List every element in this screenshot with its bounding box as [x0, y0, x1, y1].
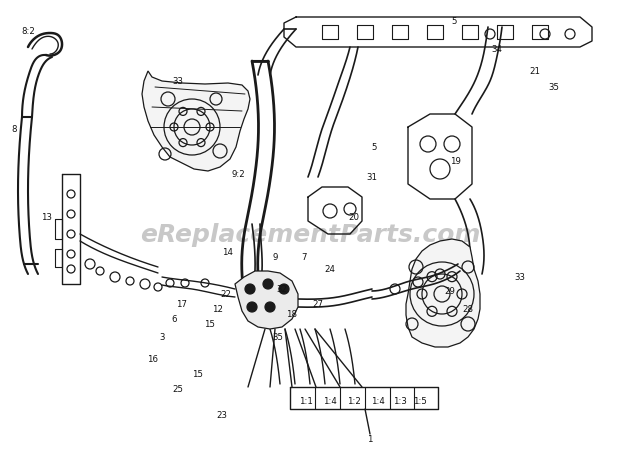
- Text: 1:2: 1:2: [347, 396, 361, 405]
- Text: 23: 23: [216, 410, 228, 419]
- Text: 35: 35: [549, 83, 559, 92]
- Text: 33: 33: [172, 77, 184, 86]
- Text: 33: 33: [515, 273, 526, 282]
- Circle shape: [263, 279, 273, 290]
- Text: 15: 15: [205, 320, 216, 329]
- Text: 1:4: 1:4: [371, 396, 385, 405]
- Text: 13: 13: [42, 213, 53, 222]
- Circle shape: [265, 302, 275, 312]
- Text: 18: 18: [286, 310, 298, 319]
- Text: 7: 7: [301, 253, 307, 262]
- Text: 19: 19: [450, 157, 461, 166]
- Polygon shape: [406, 239, 480, 347]
- Text: eReplacementParts.com: eReplacementParts.com: [140, 222, 480, 247]
- Polygon shape: [142, 72, 250, 172]
- Text: 9:2: 9:2: [231, 170, 245, 179]
- Polygon shape: [235, 272, 298, 329]
- Text: 20: 20: [348, 213, 360, 222]
- Circle shape: [247, 302, 257, 312]
- Text: 17: 17: [177, 300, 187, 309]
- Text: 5: 5: [451, 18, 457, 27]
- Text: 21: 21: [529, 67, 541, 76]
- Text: 24: 24: [324, 265, 335, 274]
- Text: 35: 35: [273, 333, 283, 342]
- Text: 28: 28: [463, 305, 474, 314]
- Text: 8: 8: [11, 125, 17, 134]
- Circle shape: [245, 285, 255, 295]
- Text: 1: 1: [367, 434, 373, 443]
- Text: 9: 9: [272, 253, 278, 262]
- Text: 14: 14: [223, 248, 234, 257]
- Text: 1:5: 1:5: [413, 396, 427, 405]
- Text: 1:3: 1:3: [393, 396, 407, 405]
- Text: 12: 12: [213, 305, 223, 314]
- Text: 15: 15: [192, 370, 203, 379]
- Text: 8:2: 8:2: [21, 28, 35, 37]
- Text: 16: 16: [148, 355, 159, 364]
- Text: 32: 32: [277, 285, 288, 294]
- Text: 25: 25: [172, 385, 184, 394]
- Text: 29: 29: [445, 287, 456, 296]
- Text: 1:1: 1:1: [299, 396, 313, 405]
- Text: 1:4: 1:4: [323, 396, 337, 405]
- Text: 34: 34: [492, 46, 502, 55]
- Text: 5: 5: [371, 143, 377, 152]
- Text: 6: 6: [171, 315, 177, 324]
- Circle shape: [279, 285, 289, 295]
- Text: 27: 27: [312, 300, 324, 309]
- Text: 3: 3: [159, 333, 165, 342]
- Text: 31: 31: [366, 173, 378, 182]
- Text: 22: 22: [221, 290, 231, 299]
